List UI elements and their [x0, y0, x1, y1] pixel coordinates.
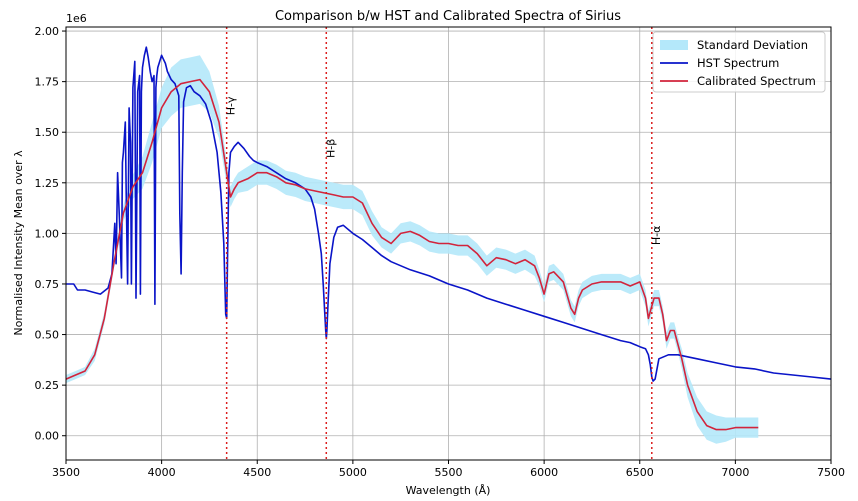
balmer-label-1: H-β — [324, 139, 337, 158]
y-tick-label: 2.00 — [35, 25, 60, 38]
x-tick-label: 5000 — [339, 466, 367, 479]
legend-swatch-std — [660, 40, 688, 50]
y-tick-label: 1.25 — [35, 177, 60, 190]
x-tick-label: 7500 — [817, 466, 845, 479]
hst-spectrum-line — [66, 46, 832, 382]
legend-label-calibrated: Calibrated Spectrum — [697, 74, 816, 88]
balmer-lines-group: H-γ H-β H-α — [225, 27, 663, 460]
balmer-label-0: H-γ — [225, 96, 238, 115]
x-tick-label: 4000 — [148, 466, 176, 479]
x-tick-label: 6500 — [626, 466, 654, 479]
legend-label-hst: HST Spectrum — [697, 56, 779, 70]
x-tick-label: 6000 — [530, 466, 558, 479]
x-tick-label: 7000 — [721, 466, 749, 479]
chart-title: Comparison b/w HST and Calibrated Spectr… — [275, 9, 621, 24]
y-axis-ticks: 0.00 0.25 0.50 0.75 1.00 1.25 1.50 1.75 2.00 — [35, 25, 66, 443]
x-tick-label: 5500 — [435, 466, 463, 479]
x-axis-ticks: 3500 4000 4500 5000 5500 6000 6500 7000 7500 — [52, 460, 845, 479]
calibrated-spectrum-line — [65, 78, 759, 431]
y-tick-label: 1.75 — [35, 76, 60, 89]
y-tick-label: 0.00 — [35, 430, 60, 443]
x-tick-label: 3500 — [52, 466, 80, 479]
y-tick-label: 0.75 — [35, 278, 60, 291]
legend-box — [652, 31, 826, 93]
balmer-label-2: H-α — [650, 226, 663, 246]
legend: Standard Deviation HST Spectrum Calibrat… — [652, 31, 826, 93]
y-axis-label: Normalised Intensity Mean over λ — [12, 150, 25, 336]
series-lines-group — [65, 46, 832, 431]
y-tick-label: 0.50 — [35, 329, 60, 342]
legend-label-std: Standard Deviation — [697, 38, 808, 52]
y-tick-label: 1.00 — [35, 227, 60, 240]
y-offset-label: 1e6 — [66, 12, 87, 25]
y-tick-label: 1.50 — [35, 126, 60, 139]
y-tick-label: 0.25 — [35, 379, 60, 392]
x-tick-label: 4500 — [243, 466, 271, 479]
x-axis-label: Wavelength (Å) — [406, 484, 491, 497]
